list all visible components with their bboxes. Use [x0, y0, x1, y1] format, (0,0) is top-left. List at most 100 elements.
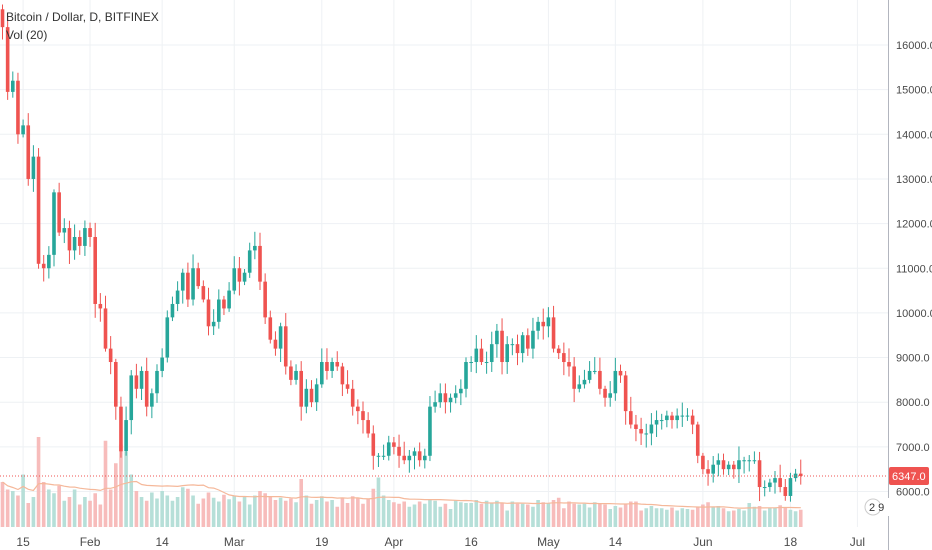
candle-body	[634, 424, 638, 429]
candle-body	[613, 370, 618, 394]
events-badge-label: 2 9	[869, 502, 884, 514]
volume-bar	[556, 497, 561, 527]
volume-bar	[721, 508, 726, 527]
volume-bar	[330, 500, 334, 527]
volume-bar	[278, 497, 283, 527]
volume-bar	[484, 500, 489, 527]
candle-body	[371, 433, 376, 456]
candle-body	[47, 254, 51, 269]
last-price-tag-label: 6347.0	[892, 471, 926, 483]
volume-bar	[443, 503, 448, 527]
candle-body	[752, 460, 757, 462]
volume-bar	[423, 503, 427, 527]
candle	[299, 361, 303, 421]
candle	[62, 218, 67, 244]
volume-bar	[433, 500, 437, 527]
price-tick-label: 11000.0	[896, 263, 932, 275]
candle	[737, 446, 741, 484]
volume-bar	[242, 497, 247, 527]
candle	[685, 408, 690, 421]
candle-body	[0, 9, 5, 28]
candle	[613, 357, 618, 401]
volume-bar	[474, 500, 479, 527]
candle-body	[680, 415, 685, 417]
candle-body	[263, 281, 267, 318]
candle-body	[526, 335, 530, 349]
candle	[608, 381, 612, 407]
volume-moving-average-line	[2, 480, 801, 509]
candle	[150, 388, 154, 419]
volume-bar	[567, 501, 571, 527]
candle-body	[144, 370, 149, 407]
candle	[160, 348, 164, 378]
last-price-tag: 6347.0	[889, 467, 929, 486]
volume-bar	[706, 502, 710, 527]
volume-bar	[124, 452, 128, 527]
candle	[237, 256, 242, 296]
volume-bar	[191, 495, 195, 527]
volume-bar	[144, 500, 149, 527]
candle	[726, 461, 731, 476]
volume-bar	[603, 504, 607, 527]
candle	[634, 414, 638, 442]
volume-bar	[464, 503, 468, 527]
candle	[629, 396, 633, 429]
events-badge[interactable]: 2 9	[864, 498, 896, 516]
candle-body	[582, 379, 587, 385]
volume-bar	[67, 497, 72, 527]
price-tick-label: 6000.0	[896, 487, 930, 499]
candle	[598, 357, 602, 395]
candle-body	[556, 348, 561, 354]
volume-bar	[551, 500, 556, 527]
candle-body	[320, 362, 324, 385]
candle	[500, 318, 504, 375]
candle	[654, 410, 659, 437]
candle-body	[222, 299, 226, 309]
price-tick-label: 12000.0	[896, 219, 932, 231]
candle	[742, 456, 746, 474]
candle-body	[623, 375, 628, 412]
candle	[721, 453, 726, 475]
volume-layer	[0, 437, 803, 527]
candle	[247, 242, 252, 278]
candle-body	[57, 192, 61, 233]
volume-bar	[376, 477, 381, 527]
time-tick-label: 14	[609, 535, 623, 549]
candle	[695, 421, 700, 464]
volume-bar	[665, 509, 669, 527]
candle-body	[253, 245, 257, 251]
volume-bar	[469, 503, 473, 527]
volume-bar	[0, 482, 5, 527]
volume-bar	[129, 474, 134, 527]
candle-body	[551, 317, 556, 349]
candle	[77, 230, 82, 255]
volume-bar	[711, 507, 715, 527]
volume-bar	[232, 495, 237, 527]
candle-body	[489, 344, 494, 363]
volume-bar	[592, 502, 597, 527]
volume-bar	[438, 506, 443, 527]
candle-body	[191, 268, 195, 300]
candle-body	[242, 272, 247, 282]
volume-bar	[175, 497, 180, 527]
candle-body	[392, 442, 396, 447]
volume-bar	[531, 506, 535, 527]
price-axis: 6000.0 7000.0 8000.0 9000.0 10000.0 11000.0 12…	[896, 40, 932, 499]
candle-body	[423, 455, 427, 461]
candle-body	[186, 272, 190, 300]
candle-body	[433, 402, 437, 407]
volume-bar	[798, 509, 803, 527]
candle-body	[788, 478, 793, 496]
candle-body	[659, 420, 664, 422]
volume-bar	[21, 474, 25, 527]
candle	[562, 342, 566, 376]
candle-body	[690, 415, 695, 425]
volume-bar	[670, 507, 674, 527]
candle-body	[103, 308, 108, 349]
volume-bar	[57, 485, 61, 527]
candle-body	[407, 455, 412, 461]
candle-body	[726, 464, 731, 470]
volume-bar	[304, 495, 309, 527]
candle-body	[649, 424, 654, 434]
